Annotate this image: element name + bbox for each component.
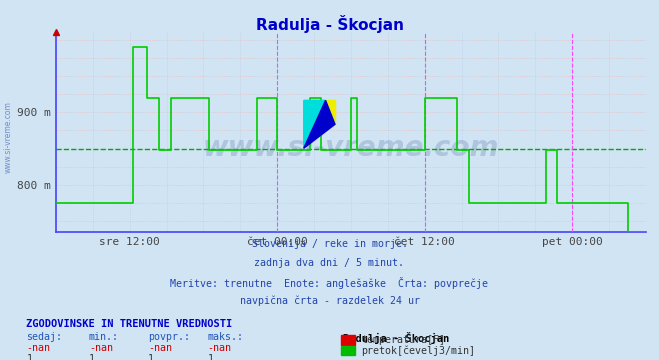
Text: ZGODOVINSKE IN TRENUTNE VREDNOSTI: ZGODOVINSKE IN TRENUTNE VREDNOSTI: [26, 319, 233, 329]
Text: -nan: -nan: [26, 343, 50, 353]
Text: min.:: min.:: [89, 332, 119, 342]
Text: Slovenija / reke in morje.: Slovenija / reke in morje.: [252, 239, 407, 249]
Text: 1: 1: [148, 354, 154, 360]
Text: Radulja - Škocjan: Radulja - Škocjan: [256, 15, 403, 33]
Text: pretok[čevelj3/min]: pretok[čevelj3/min]: [361, 345, 475, 356]
Text: -nan: -nan: [148, 343, 172, 353]
Polygon shape: [304, 100, 326, 148]
Text: temperatura[F]: temperatura[F]: [361, 335, 445, 345]
Text: 1: 1: [89, 354, 95, 360]
Text: -nan: -nan: [89, 343, 113, 353]
Text: www.si-vreme.com: www.si-vreme.com: [3, 101, 13, 173]
Text: -nan: -nan: [208, 343, 231, 353]
Text: 1: 1: [208, 354, 214, 360]
Text: Radulja - Škocjan: Radulja - Škocjan: [343, 332, 449, 344]
Text: povpr.:: povpr.:: [148, 332, 190, 342]
Polygon shape: [304, 100, 335, 148]
Text: sedaj:: sedaj:: [26, 332, 63, 342]
Polygon shape: [326, 100, 335, 124]
Text: zadnja dva dni / 5 minut.: zadnja dva dni / 5 minut.: [254, 258, 405, 268]
Text: navpična črta - razdelek 24 ur: navpična črta - razdelek 24 ur: [239, 296, 420, 306]
Text: www.si-vreme.com: www.si-vreme.com: [203, 134, 499, 162]
Text: 1: 1: [26, 354, 32, 360]
Text: maks.:: maks.:: [208, 332, 244, 342]
Text: Meritve: trenutne  Enote: anglešaške  Črta: povprečje: Meritve: trenutne Enote: anglešaške Črta…: [171, 277, 488, 289]
